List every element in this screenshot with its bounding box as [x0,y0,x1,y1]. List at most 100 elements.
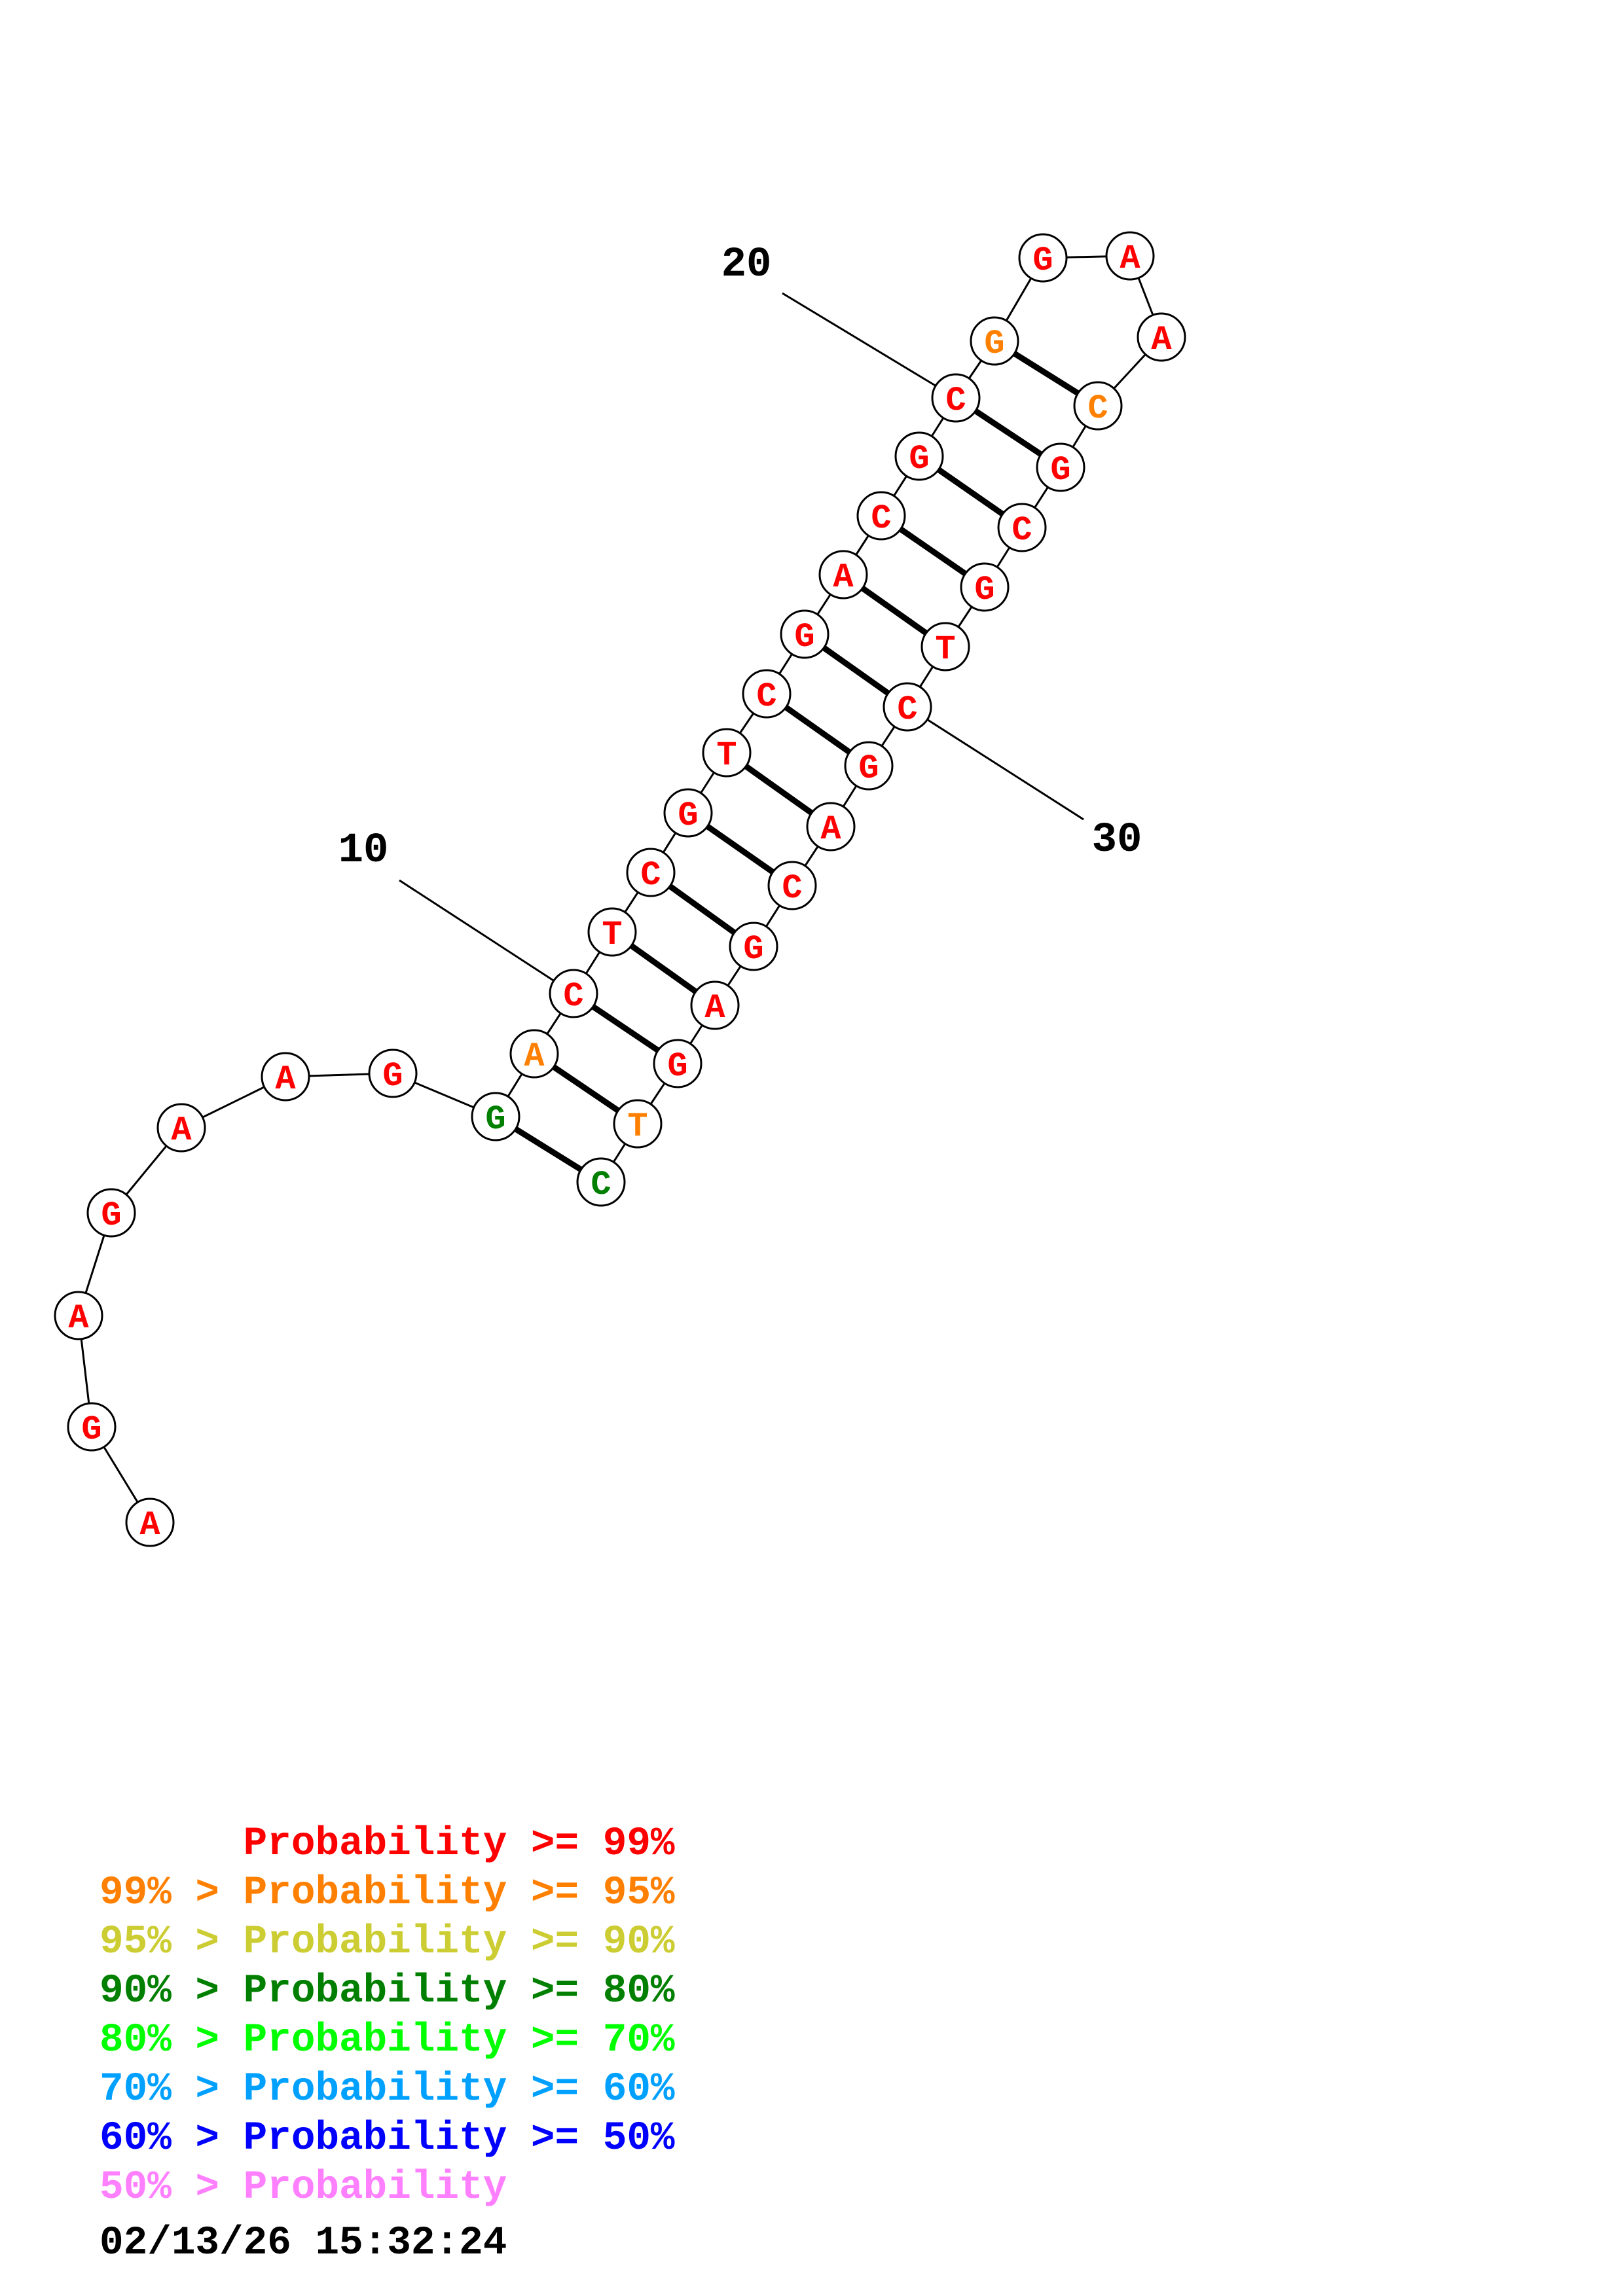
nucleotide-letter: A [704,989,725,1028]
nucleotide-circle [86,1188,136,1238]
index-leader-line [782,292,957,399]
nucleotide-20: C [931,373,981,423]
nucleotide-5: A [156,1103,206,1153]
nucleotide-16: G [780,609,830,659]
nucleotide-8: G [471,1092,520,1141]
nucleotide-25: C [1073,381,1123,431]
nucleotide-33: C [767,861,817,910]
nucleotide-letter: G [485,1100,505,1139]
nucleotide-circle [1137,312,1186,362]
nucleotide-letter: C [756,677,776,716]
nucleotide-19: G [894,431,944,481]
nucleotide-circle [549,969,598,1018]
nucleotide-10: C [549,969,598,1018]
nucleotide-circle [1105,231,1155,281]
nucleotide-letter: C [871,499,891,538]
nucleotide-circle [970,316,1019,366]
nucleotide-circle [54,1291,103,1340]
nucleotide-38: C [576,1157,626,1207]
index-label: 10 [338,827,389,874]
nucleotide-letter: G [984,325,1004,363]
nucleotide-31: G [844,741,894,791]
nucleotide-circle [921,622,970,672]
base-pair-layer [494,338,1100,1185]
nucleotide-letter: G [909,440,929,478]
nucleotide-11: T [587,907,637,957]
nucleotide-circle [767,861,817,910]
legend-line: 60% > Probability >= 50% [100,2116,675,2161]
nucleotide-letter: C [1012,511,1032,550]
nucleotide-circle [613,1099,663,1149]
index-leader-line [399,879,574,995]
nucleotide-circle [1073,381,1123,431]
nucleotide-23: A [1105,231,1155,281]
nucleotide-letter: T [602,916,622,954]
nucleotide-37: T [613,1099,663,1149]
backbone-layer [77,255,1163,1523]
nucleotide-letter: A [1120,240,1140,278]
legend-line: 95% > Probability >= 90% [100,1920,675,1965]
nucleotide-circle [894,431,944,481]
legend-line: Probability >= 99% [100,1821,675,1867]
nucleotide-letter: C [591,1166,611,1204]
nucleotide-letter: G [858,749,879,788]
nucleotide-letter: A [68,1299,89,1338]
nucleotide-4: G [86,1188,136,1238]
nucleotide-circle [587,907,637,957]
nucleotide-letter: T [935,630,955,669]
nucleotide-letter: G [667,1047,687,1086]
nucleotide-7: G [368,1049,418,1098]
nucleotide-3: A [54,1291,103,1340]
nucleotide-24: A [1137,312,1186,362]
nucleotide-15: C [742,669,792,719]
nucleotide-circle [844,741,894,791]
nucleotide-circle [576,1157,626,1207]
nucleotide-34: G [729,922,778,971]
nucleotide-letter: C [945,382,966,420]
legend-line: 99% > Probability >= 95% [100,1871,675,1916]
nucleotide-36: G [653,1039,702,1088]
nucleotide-letter: G [743,930,763,969]
nucleotide-circle [1036,442,1085,492]
nucleotide-12: C [626,848,676,897]
nucleotide-letter: A [139,1506,160,1545]
index-leader-line [907,706,1084,821]
nucleotide-letter: C [1087,389,1108,428]
nucleotide-14: T [702,728,752,778]
nucleotide-28: G [960,562,1010,612]
nucleotide-circle [653,1039,702,1088]
nucleotide-letter: A [820,810,841,849]
index-label: 30 [1092,817,1142,864]
nucleotide-circle [67,1402,117,1452]
nucleotide-22: G [1018,233,1068,283]
nucleotide-letter: G [101,1196,121,1235]
nucleotide-circle [931,373,981,423]
legend-line: 90% > Probability >= 80% [100,1969,675,2014]
nucleotide-letter: A [524,1037,545,1076]
nucleotide-circle [856,491,906,541]
nucleotide-9: A [509,1029,559,1079]
nucleotide-circle [125,1498,175,1547]
nucleotide-circle [471,1092,520,1141]
nucleotide-letter: G [81,1410,101,1449]
nucleotide-circle [960,562,1010,612]
nucleotide-circle [261,1052,310,1102]
nucleotide-letter: C [782,869,802,908]
nucleotide-circle [509,1029,559,1079]
nucleotide-letter: G [382,1057,403,1096]
nucleotide-letter: G [678,797,698,835]
nucleotide-26: G [1036,442,1085,492]
nucleotide-18: C [856,491,906,541]
nucleotide-circle [626,848,676,897]
nucleotide-6: A [261,1052,310,1102]
nucleotide-2: G [67,1402,117,1452]
nucleotide-letter: G [1050,451,1070,490]
nucleotide-17: A [818,550,868,600]
nucleotide-circle [702,728,752,778]
nucleotide-circle [780,609,830,659]
legend-line: 80% > Probability >= 70% [100,2018,675,2063]
nucleotide-letter: G [974,571,994,609]
nucleotide-circle [690,980,740,1030]
